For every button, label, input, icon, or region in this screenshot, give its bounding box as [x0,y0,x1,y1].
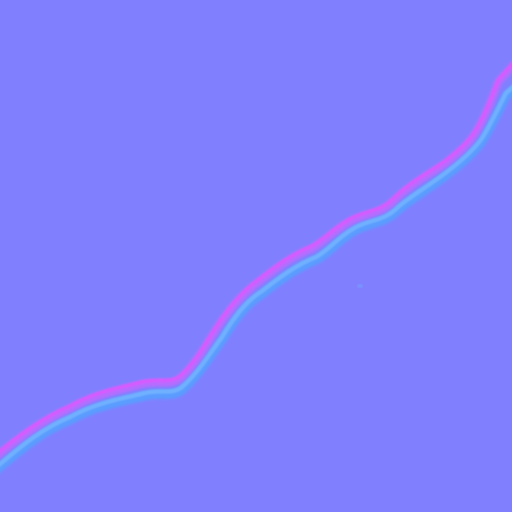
ridge-lower-edge [0,84,512,467]
ridge-upper-edge [0,61,512,454]
crease-ridge [0,60,512,473]
ridge-lower-shadow [0,84,512,473]
small-bump [357,284,363,288]
